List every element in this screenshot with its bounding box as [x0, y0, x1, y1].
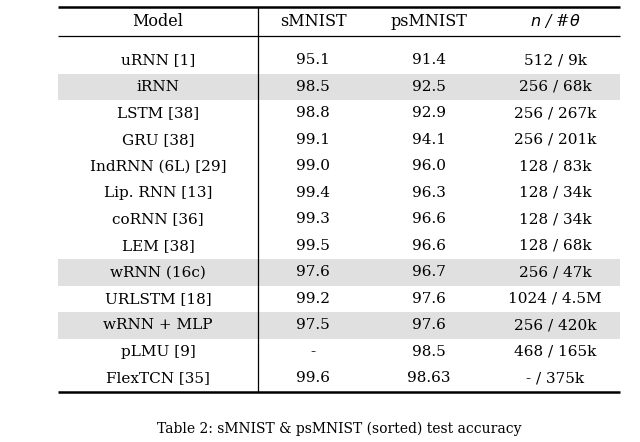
Text: 92.5: 92.5	[412, 80, 446, 94]
Text: - / 375k: - / 375k	[526, 371, 584, 385]
Text: Lip. RNN [13]: Lip. RNN [13]	[104, 186, 212, 200]
Text: 99.6: 99.6	[296, 371, 330, 385]
Text: 128 / 68k: 128 / 68k	[518, 239, 591, 253]
Bar	[58, 312, 620, 339]
Text: 512 / 9k: 512 / 9k	[524, 53, 586, 67]
Text: 256 / 267k: 256 / 267k	[514, 106, 596, 120]
Text: 256 / 68k: 256 / 68k	[518, 80, 591, 94]
Bar	[58, 259, 620, 286]
Text: wRNN + MLP: wRNN + MLP	[103, 318, 212, 332]
Text: 99.2: 99.2	[296, 292, 330, 306]
Text: 96.3: 96.3	[412, 186, 446, 200]
Text: 128 / 34k: 128 / 34k	[518, 186, 591, 200]
Text: pLMU [9]: pLMU [9]	[120, 345, 195, 359]
Text: sMNIST: sMNIST	[280, 13, 346, 30]
Text: $n$ / #$\theta$: $n$ / #$\theta$	[530, 12, 580, 30]
Text: 99.1: 99.1	[296, 133, 330, 147]
Text: iRNN: iRNN	[136, 80, 179, 94]
Text: 96.6: 96.6	[412, 212, 446, 226]
Text: 97.6: 97.6	[296, 265, 330, 279]
Text: 98.63: 98.63	[407, 371, 451, 385]
Text: coRNN [36]: coRNN [36]	[112, 212, 204, 226]
Text: 256 / 47k: 256 / 47k	[518, 265, 591, 279]
Text: 97.6: 97.6	[412, 292, 446, 306]
Text: 99.5: 99.5	[296, 239, 330, 253]
Text: 96.7: 96.7	[412, 265, 446, 279]
Text: 96.6: 96.6	[412, 239, 446, 253]
Text: 98.5: 98.5	[296, 80, 330, 94]
Text: 99.0: 99.0	[296, 159, 330, 173]
Text: 99.3: 99.3	[296, 212, 330, 226]
Text: 468 / 165k: 468 / 165k	[514, 345, 596, 359]
Text: -: -	[310, 345, 316, 359]
Text: psMNIST: psMNIST	[390, 13, 467, 30]
Text: LSTM [38]: LSTM [38]	[117, 106, 199, 120]
Text: 256 / 201k: 256 / 201k	[514, 133, 596, 147]
Text: URLSTM [18]: URLSTM [18]	[105, 292, 211, 306]
Text: uRNN [1]: uRNN [1]	[121, 53, 195, 67]
Text: 98.5: 98.5	[412, 345, 446, 359]
Text: LEM [38]: LEM [38]	[122, 239, 195, 253]
Text: wRNN (16c): wRNN (16c)	[110, 265, 206, 279]
Text: 96.0: 96.0	[412, 159, 446, 173]
Text: 97.5: 97.5	[296, 318, 330, 332]
Text: 128 / 83k: 128 / 83k	[519, 159, 591, 173]
Text: 98.8: 98.8	[296, 106, 330, 120]
Text: GRU [38]: GRU [38]	[122, 133, 195, 147]
Text: 256 / 420k: 256 / 420k	[514, 318, 596, 332]
Text: 94.1: 94.1	[412, 133, 446, 147]
Text: FlexTCN [35]: FlexTCN [35]	[106, 371, 210, 385]
Text: 1024 / 4.5M: 1024 / 4.5M	[508, 292, 602, 306]
Text: 128 / 34k: 128 / 34k	[518, 212, 591, 226]
Text: Model: Model	[132, 13, 184, 30]
Text: 91.4: 91.4	[412, 53, 446, 67]
Text: 97.6: 97.6	[412, 318, 446, 332]
Text: IndRNN (6L) [29]: IndRNN (6L) [29]	[90, 159, 227, 173]
Text: 92.9: 92.9	[412, 106, 446, 120]
Text: Table 2: sMNIST & psMNIST (sorted) test accuracy: Table 2: sMNIST & psMNIST (sorted) test …	[157, 422, 521, 436]
Bar	[58, 73, 620, 100]
Text: 99.4: 99.4	[296, 186, 330, 200]
Text: 95.1: 95.1	[296, 53, 330, 67]
